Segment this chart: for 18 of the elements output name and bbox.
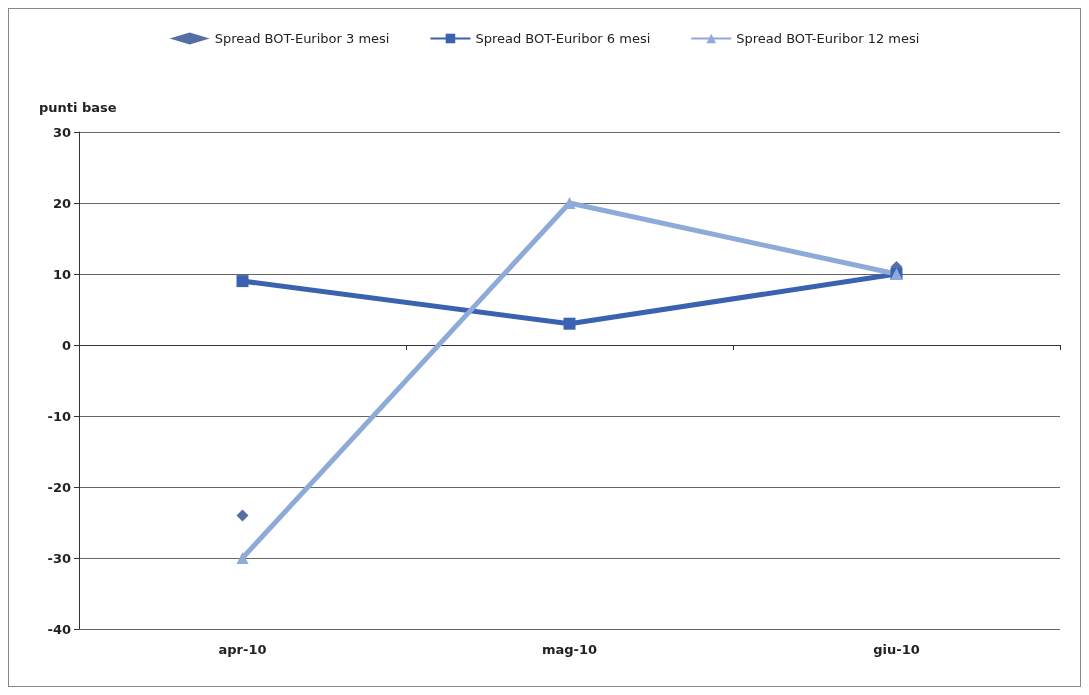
x-tick-label: mag-10	[541, 642, 598, 657]
point	[563, 317, 576, 330]
y-tick-label: -10	[47, 408, 71, 424]
y-tick-label: 30	[52, 124, 71, 140]
y-tick-label: -20	[47, 479, 71, 495]
point	[236, 275, 249, 288]
legend-label: Spread BOT-Euribor 12 mesi	[736, 31, 920, 46]
y-axis-title: punti base	[39, 100, 117, 115]
point	[236, 509, 249, 522]
y-tick-label: 0	[61, 337, 71, 353]
x-tick-label: giu-10	[873, 642, 920, 657]
x-tick-label: apr-10	[218, 642, 267, 657]
legend-label: Spread BOT-Euribor 6 mesi	[475, 31, 651, 46]
y-tick-label: 10	[52, 266, 71, 282]
legend-label: Spread BOT-Euribor 3 mesi	[214, 31, 390, 46]
y-tick-label: -40	[47, 621, 71, 637]
y-tick-label: 20	[52, 195, 71, 211]
y-tick-label: -30	[47, 550, 71, 566]
